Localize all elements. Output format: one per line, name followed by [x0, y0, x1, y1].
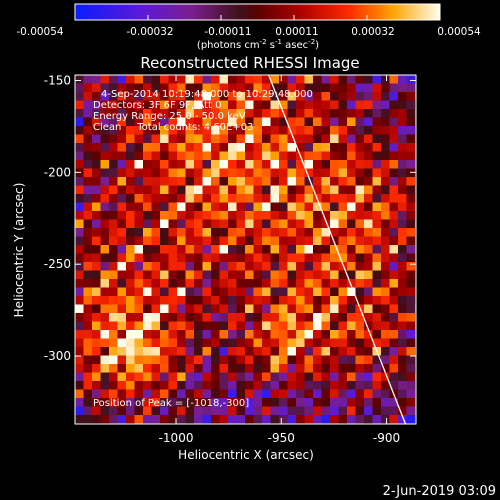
solar-limb-line	[268, 75, 407, 424]
colorbar-tick-label: 0.00054	[437, 26, 481, 38]
colorbar-tick-label: -0.00032	[126, 26, 173, 38]
x-tick-label: -1000	[159, 431, 194, 445]
x-axis-label: Heliocentric X (arcsec)	[178, 448, 314, 462]
colorbar-ticks	[74, 15, 441, 20]
colorbar-tick-label: -0.00054	[16, 26, 64, 38]
date-stamp: 2-Jun-2019 03:09	[383, 484, 496, 499]
plot-frame	[74, 74, 417, 425]
colorbar-tick-label: 0.00032	[351, 26, 394, 38]
y-tick-label: -300	[44, 349, 71, 363]
rhessi-image-pixels	[75, 75, 416, 424]
colorbar	[74, 3, 441, 21]
clean-counts: Clean Total counts: 4.60E+03	[93, 122, 253, 133]
y-tick-label: -250	[44, 257, 71, 271]
detectors-info: Detectors: 3F 6F 9F, Att 0	[93, 100, 221, 111]
image-title: Reconstructed RHESSI Image	[140, 54, 359, 72]
y-tick-label: -200	[44, 165, 71, 179]
colorbar-tick-label: -0.00011	[204, 26, 251, 38]
peak-position: Position of Peak = [-1018,-300]	[93, 398, 249, 409]
axis-ticks	[75, 75, 416, 424]
y-tick-label: -150	[44, 74, 71, 88]
energy-range: Energy Range: 25.0 - 50.0 keV	[93, 111, 246, 122]
x-tick-label: -950	[268, 431, 295, 445]
colorbar-units: (photons cm-2 s-1 asec-2)	[197, 38, 319, 51]
x-tick-label: -900	[373, 431, 400, 445]
time-range: 4-Sep-2014 10:19:48.000 to 10:29:48.000	[101, 89, 313, 100]
y-axis-label: Heliocentric Y (arcsec)	[12, 183, 26, 318]
colorbar-tick-label: 0.00011	[275, 26, 318, 38]
